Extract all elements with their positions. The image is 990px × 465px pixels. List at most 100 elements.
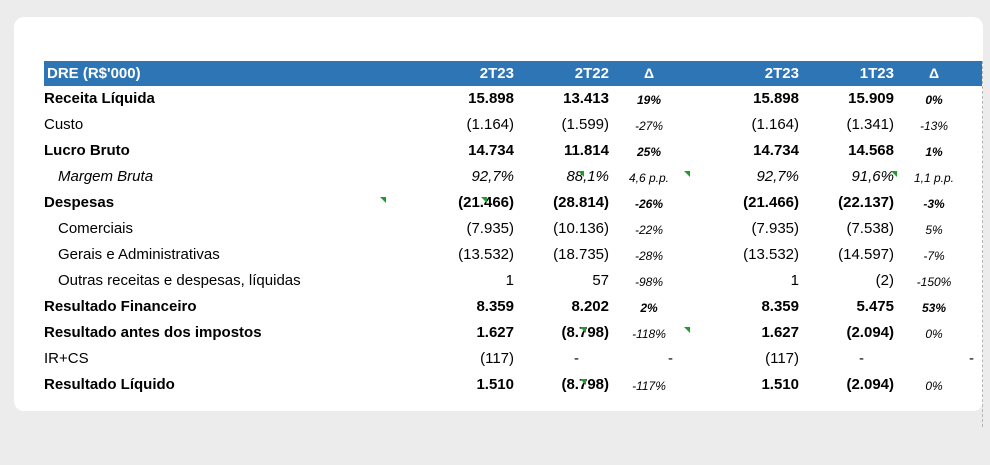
- delta-yoy: 19%: [636, 93, 662, 107]
- value-2t22: 57: [592, 272, 609, 289]
- delta-qoq: -13%: [919, 119, 948, 133]
- value-2t23-b: (13.532): [743, 246, 799, 263]
- delta-qoq: -150%: [916, 275, 952, 289]
- delta-yoy: -117%: [632, 379, 666, 393]
- header-col-2t23: 2T23: [479, 65, 514, 82]
- value-1t23: (2.094): [846, 376, 894, 393]
- comment-marker[interactable]: [580, 379, 586, 385]
- row-label: Lucro Bruto: [44, 142, 130, 159]
- comment-marker[interactable]: [578, 171, 584, 177]
- value-2t23-b: 8.359: [761, 298, 799, 315]
- delta-qoq: 1%: [925, 145, 943, 159]
- value-1t23: -: [859, 350, 864, 367]
- row-label: Comerciais: [58, 220, 134, 237]
- value-2t23: 14.734: [468, 142, 514, 159]
- value-2t23: (1.164): [466, 116, 514, 133]
- value-2t23: 1: [505, 272, 514, 289]
- delta-yoy: -98%: [634, 275, 663, 289]
- row-label: Resultado Líquido: [44, 376, 175, 393]
- value-1t23: 5.475: [856, 298, 894, 315]
- comment-marker[interactable]: [380, 197, 386, 203]
- value-2t23-b: (21.466): [743, 194, 799, 211]
- delta-qoq: -: [969, 350, 974, 367]
- value-2t22: 88,1%: [566, 168, 609, 185]
- delta-qoq: 0%: [925, 93, 943, 107]
- value-2t23: 8.359: [476, 298, 514, 315]
- value-2t22: (8.798): [561, 376, 609, 393]
- header-col-2t22: 2T22: [574, 65, 609, 82]
- content-card: DRE (R$'000) 2T23 2T22 Δ 2T23 1T23 Δ Rec…: [14, 17, 983, 427]
- value-2t23: 92,7%: [471, 168, 514, 185]
- delta-qoq: 5%: [925, 223, 943, 237]
- value-1t23: (1.341): [846, 116, 894, 133]
- value-2t22: (1.599): [561, 116, 609, 133]
- value-2t22: -: [574, 350, 579, 367]
- value-2t23: 1.510: [476, 376, 514, 393]
- value-2t22: 8.202: [571, 298, 609, 315]
- delta-qoq: 0%: [925, 327, 943, 341]
- row-label: Receita Líquida: [44, 90, 155, 107]
- header-col-1t23: 1T23: [859, 65, 894, 82]
- delta-yoy: -118%: [632, 327, 666, 341]
- delta-qoq: -3%: [923, 197, 945, 211]
- comment-marker[interactable]: [891, 171, 897, 177]
- value-2t22: (8.798): [561, 324, 609, 341]
- value-2t23: (7.935): [466, 220, 514, 237]
- cell-boundary-line: [982, 61, 983, 427]
- value-1t23: (7.538): [846, 220, 894, 237]
- delta-yoy: -27%: [634, 119, 663, 133]
- value-1t23: 14.568: [848, 142, 894, 159]
- comment-marker[interactable]: [684, 327, 690, 333]
- value-1t23: (2): [875, 272, 894, 289]
- row-label: Gerais e Administrativas: [58, 246, 220, 263]
- dre-table: DRE (R$'000) 2T23 2T22 Δ 2T23 1T23 Δ Rec…: [44, 61, 983, 427]
- delta-yoy: 2%: [640, 301, 658, 315]
- value-1t23: 91,6%: [851, 168, 894, 185]
- value-2t22: (28.814): [553, 194, 609, 211]
- delta-yoy: 4,6 p.p.: [628, 171, 670, 185]
- row-label: Margem Bruta: [58, 168, 154, 185]
- value-2t23-b: 92,7%: [756, 168, 799, 185]
- table-row: Despesas (21.466) (28.814) -26% (21.466)…: [44, 191, 982, 215]
- value-2t23-b: (117): [765, 350, 799, 367]
- value-2t23-b: 15.898: [753, 90, 799, 107]
- delta-qoq: 53%: [921, 301, 947, 315]
- table-row: Resultado Financeiro 8.359 8.202 2% 8.35…: [44, 295, 982, 319]
- delta-yoy: -22%: [634, 223, 663, 237]
- value-1t23: (22.137): [838, 194, 894, 211]
- value-2t22: 11.814: [563, 142, 609, 159]
- value-2t23: (21.466): [458, 194, 514, 211]
- header-col-delta-b: Δ: [928, 65, 940, 81]
- row-label: Outras receitas e despesas, líquidas: [58, 272, 301, 289]
- table-row: Custo (1.164) (1.599) -27% (1.164) (1.34…: [44, 113, 982, 137]
- delta-qoq: -7%: [923, 249, 945, 263]
- table-row: Resultado Líquido 1.510 (8.798) -117% 1.…: [44, 373, 982, 397]
- comment-marker[interactable]: [684, 171, 690, 177]
- header-col-2t23-b: 2T23: [764, 65, 799, 82]
- row-label: Resultado Financeiro: [44, 298, 197, 315]
- value-2t23-b: 14.734: [753, 142, 799, 159]
- value-1t23: (14.597): [838, 246, 894, 263]
- value-2t23: 1.627: [476, 324, 514, 341]
- value-2t23-b: 1: [790, 272, 799, 289]
- value-2t22: (18.735): [553, 246, 609, 263]
- value-2t23-b: (1.164): [751, 116, 799, 133]
- table-row: Resultado antes dos impostos 1.627 (8.79…: [44, 321, 982, 345]
- table-row: Comerciais (7.935) (10.136) -22% (7.935)…: [44, 217, 982, 241]
- comment-marker[interactable]: [481, 197, 487, 203]
- value-2t22: 13.413: [563, 90, 609, 107]
- delta-yoy: 25%: [636, 145, 662, 159]
- delta-qoq: 1,1 p.p.: [913, 171, 955, 185]
- delta-yoy: -26%: [634, 197, 663, 211]
- value-2t23: (13.532): [458, 246, 514, 263]
- header-label: DRE (R$'000): [47, 65, 141, 82]
- delta-qoq: 0%: [925, 379, 943, 393]
- row-label: Custo: [44, 116, 84, 133]
- table-row: Margem Bruta 92,7% 88,1% 4,6 p.p. 92,7% …: [44, 165, 982, 189]
- value-2t22: (10.136): [553, 220, 609, 237]
- value-2t23-b: 1.510: [761, 376, 799, 393]
- comment-marker[interactable]: [580, 327, 586, 333]
- header-col-delta: Δ: [643, 65, 655, 81]
- table-row: IR+CS (117) - - (117) - -: [44, 347, 982, 371]
- row-label: Resultado antes dos impostos: [44, 324, 262, 341]
